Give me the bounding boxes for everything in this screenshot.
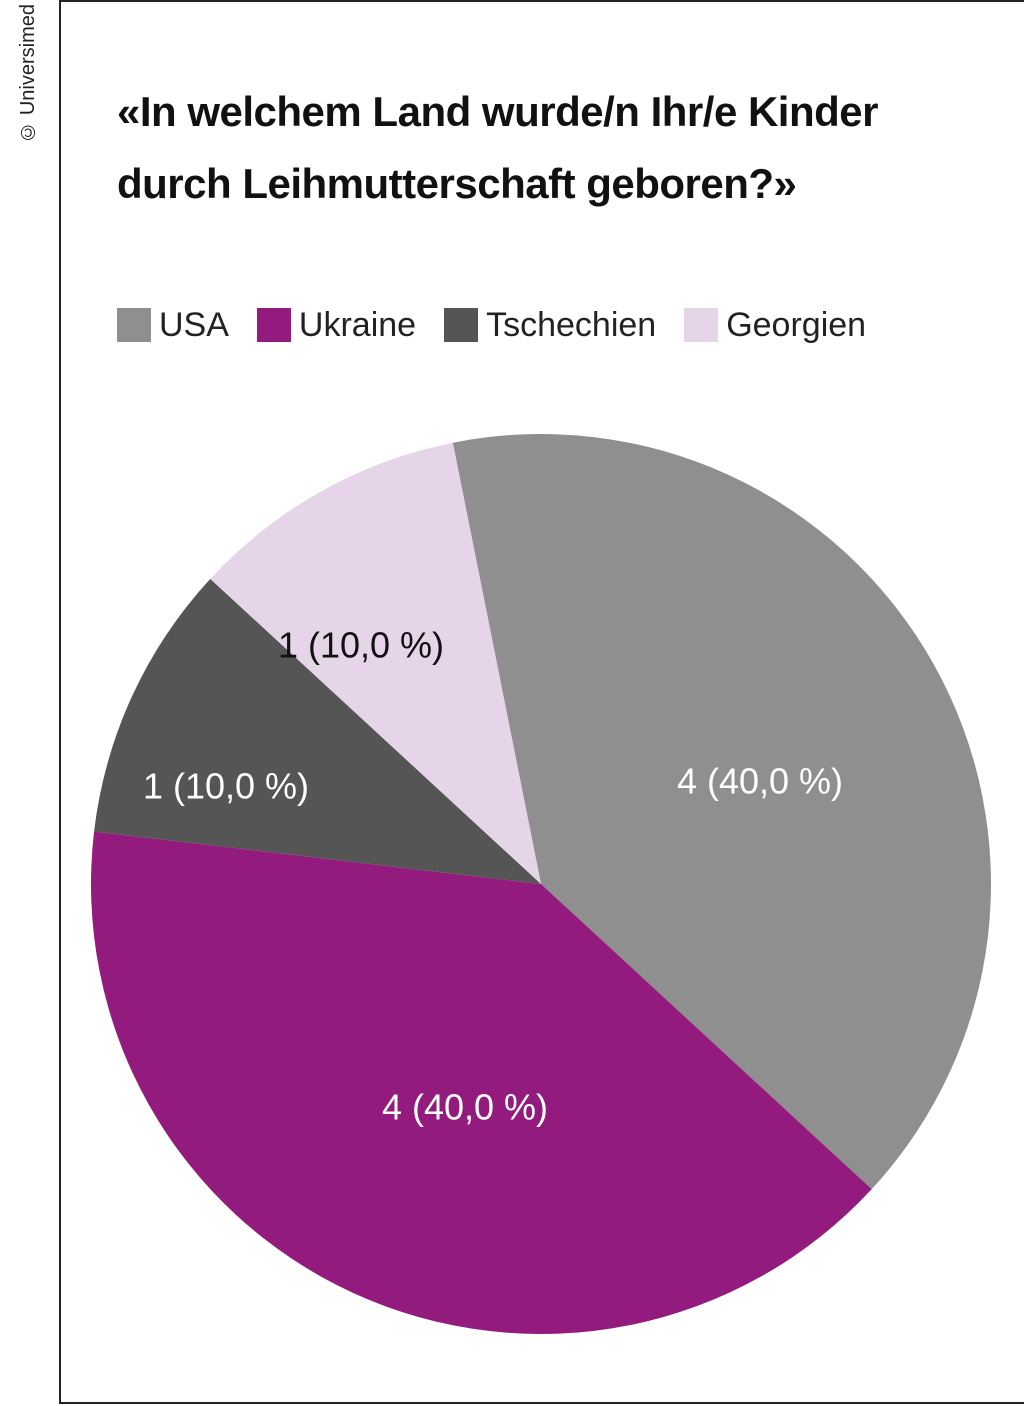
legend-label-tschechien: Tschechien [486, 305, 657, 344]
legend-label-georgien: Georgien [726, 305, 867, 344]
pie-slice-georgien [210, 442, 541, 884]
pie-slice-usa [452, 434, 992, 1190]
chart-title-line-1: «In welchem Land wurde/n Ihr/e Kinder [117, 88, 878, 135]
chart-title: «In welchem Land wurde/n Ihr/e Kinder du… [117, 76, 977, 220]
chart-title-line-2: durch Leihmutterschaft geboren?» [117, 160, 797, 207]
legend-item-georgien: Georgien [684, 306, 866, 345]
legend-swatch-tschechien [444, 308, 479, 342]
legend-swatch-georgien [684, 308, 719, 342]
legend-label-usa: USA [159, 305, 229, 344]
slice-label-usa: 4 (40,0 %) [677, 761, 843, 802]
legend-swatch-usa [117, 308, 151, 342]
slice-label-ukraine: 4 (40,0 %) [382, 1087, 548, 1128]
legend-label-ukraine: Ukraine [298, 305, 417, 344]
legend-swatch-ukraine [256, 308, 291, 342]
chart-legend: USA Ukraine Tschechien Georgien [117, 302, 894, 348]
pie-slice-tschechien [94, 578, 541, 884]
legend-item-tschechien: Tschechien [444, 306, 656, 345]
slice-label-tschechien: 1 (10,0 %) [143, 766, 309, 807]
pie-slice-ukraine [91, 831, 872, 1334]
legend-item-ukraine: Ukraine [256, 305, 417, 345]
legend-item-usa: USA [117, 306, 229, 345]
slice-label-georgien: 1 (10,0 %) [278, 625, 444, 666]
